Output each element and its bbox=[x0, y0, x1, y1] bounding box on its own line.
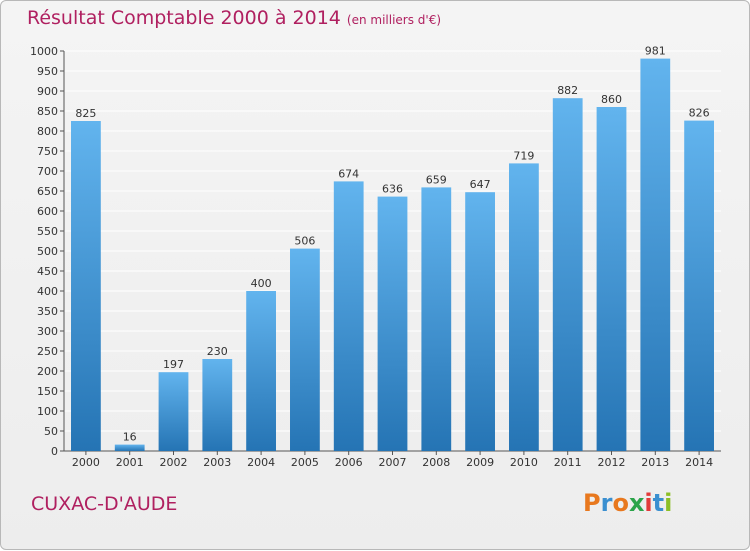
bar bbox=[114, 444, 145, 451]
bar-value-label: 659 bbox=[426, 173, 447, 186]
y-tick-label: 950 bbox=[37, 65, 58, 78]
x-tick-label: 2009 bbox=[466, 456, 494, 469]
bar bbox=[246, 291, 276, 451]
bar-value-label: 230 bbox=[207, 345, 228, 358]
y-tick-labels: 0 50 100 150 200 250 300 350 400 450 500 550 600 650 7… bbox=[30, 45, 58, 458]
y-tick-label: 100 bbox=[37, 405, 58, 418]
x-tick-label: 2011 bbox=[554, 456, 582, 469]
bar-value-label: 16 bbox=[123, 431, 137, 444]
y-tick-label: 600 bbox=[37, 205, 58, 218]
bar bbox=[596, 107, 627, 451]
bar-value-label: 826 bbox=[689, 107, 710, 120]
bar bbox=[421, 187, 452, 451]
x-tick-label: 2014 bbox=[685, 456, 713, 469]
bar bbox=[684, 120, 714, 451]
bar bbox=[640, 58, 671, 451]
bar bbox=[552, 98, 583, 451]
y-tick-label: 1000 bbox=[30, 45, 58, 58]
x-tick-label: 2003 bbox=[203, 456, 231, 469]
chart-title-text: Résultat Comptable 2000 à 2014 bbox=[27, 7, 341, 29]
bars bbox=[71, 58, 714, 451]
x-tick-label: 2007 bbox=[379, 456, 407, 469]
bar-value-label: 719 bbox=[513, 149, 534, 162]
chart-subtitle: (en milliers d'€) bbox=[346, 13, 442, 27]
y-tick-label: 800 bbox=[37, 125, 58, 138]
bar-value-label: 647 bbox=[470, 178, 491, 191]
y-tick-label: 200 bbox=[37, 365, 58, 378]
y-tick-label: 300 bbox=[37, 325, 58, 338]
y-tick-label: 550 bbox=[37, 225, 58, 238]
proxiti-logo: Proxiti bbox=[583, 489, 673, 517]
x-tick-label: 2013 bbox=[641, 456, 669, 469]
value-labels: 825 16 197 230 400 506 674 636 659 647 719 882 860 98… bbox=[75, 45, 709, 444]
bar-value-label: 825 bbox=[75, 107, 96, 120]
bar bbox=[509, 163, 539, 451]
x-tick-label: 2010 bbox=[510, 456, 538, 469]
x-tick-label: 2005 bbox=[291, 456, 319, 469]
chart-title: Résultat Comptable 2000 à 2014 (en millie… bbox=[27, 7, 441, 29]
y-tick-label: 250 bbox=[37, 345, 58, 358]
y-tick-label: 900 bbox=[37, 85, 58, 98]
x-tick-label: 2001 bbox=[116, 456, 144, 469]
bar-value-label: 400 bbox=[251, 277, 272, 290]
y-tick-label: 850 bbox=[37, 105, 58, 118]
bar bbox=[290, 248, 320, 451]
y-tick-label: 0 bbox=[51, 445, 58, 458]
x-tick-label: 2004 bbox=[247, 456, 275, 469]
bar-value-label: 860 bbox=[601, 93, 622, 106]
bar-value-label: 197 bbox=[163, 358, 184, 371]
y-tick-label: 150 bbox=[37, 385, 58, 398]
bar-value-label: 636 bbox=[382, 183, 403, 196]
y-tick-label: 700 bbox=[37, 165, 58, 178]
y-tick-label: 350 bbox=[37, 305, 58, 318]
bar bbox=[202, 359, 233, 451]
y-tick-label: 400 bbox=[37, 285, 58, 298]
y-tick-label: 450 bbox=[37, 265, 58, 278]
y-tick-label: 750 bbox=[37, 145, 58, 158]
bar bbox=[71, 121, 101, 451]
y-tick-label: 650 bbox=[37, 185, 58, 198]
x-tick-label: 2000 bbox=[72, 456, 100, 469]
y-tick-label: 50 bbox=[44, 425, 58, 438]
bar-value-label: 981 bbox=[645, 45, 666, 58]
x-tick-label: 2006 bbox=[335, 456, 363, 469]
x-tick-labels: 2000 2001 2002 2003 2004 2005 2006 2007 2008 2009… bbox=[72, 451, 713, 469]
city-name: CUXAC-D'AUDE bbox=[31, 493, 178, 515]
bar-value-label: 882 bbox=[557, 84, 578, 97]
bar bbox=[377, 196, 408, 451]
x-tick-label: 2012 bbox=[598, 456, 626, 469]
x-tick-label: 2002 bbox=[160, 456, 188, 469]
bar bbox=[333, 181, 364, 451]
y-tick-label: 500 bbox=[37, 245, 58, 258]
x-tick-label: 2008 bbox=[422, 456, 450, 469]
bar-value-label: 506 bbox=[294, 235, 315, 248]
bar bbox=[465, 192, 495, 451]
bar-value-label: 674 bbox=[338, 167, 359, 180]
bar bbox=[158, 372, 189, 451]
